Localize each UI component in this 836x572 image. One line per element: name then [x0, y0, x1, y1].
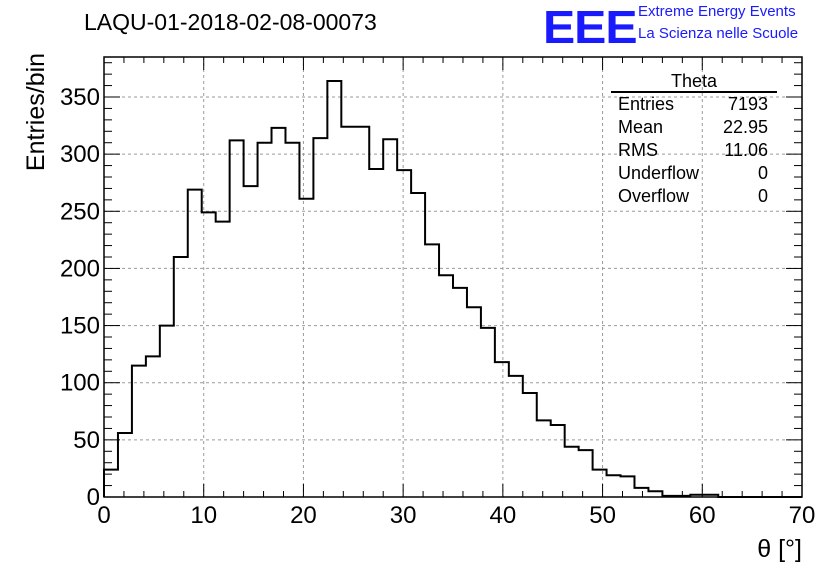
stats-label: RMS — [618, 140, 658, 160]
histogram-outline — [103, 80, 802, 498]
stats-label: Mean — [618, 117, 664, 137]
histogram-bin — [341, 127, 355, 497]
y-tick-label: 100 — [60, 370, 100, 397]
x-tick-label: 20 — [290, 502, 317, 529]
x-axis-label: θ [°] — [757, 535, 802, 563]
histogram-bin — [369, 169, 383, 497]
histogram-bin — [272, 128, 286, 497]
histogram-bin — [313, 138, 327, 497]
histogram-bin — [327, 81, 341, 497]
stats-row-entries: Entries 7193 — [611, 93, 777, 116]
x-tick-label: 10 — [190, 502, 217, 529]
histogram-bin — [593, 470, 607, 497]
logo-line-1: Extreme Energy Events — [638, 3, 796, 20]
histogram-bin — [216, 222, 230, 497]
plot-frame — [103, 56, 803, 498]
y-tick-label: 300 — [60, 141, 100, 168]
histogram-bin — [439, 275, 453, 497]
histogram-bin — [397, 170, 411, 497]
histogram-bin — [411, 193, 425, 497]
histogram-bin — [258, 143, 272, 497]
stats-row-rms: RMS 11.06 — [611, 139, 777, 162]
stats-value: 7193 — [727, 94, 768, 114]
x-tick-label: 70 — [789, 502, 816, 529]
y-tick-label: 250 — [60, 198, 100, 225]
y-tick-label: 50 — [73, 427, 100, 454]
stats-label: Overflow — [618, 186, 690, 206]
y-tick-label: 0 — [87, 484, 100, 511]
histogram-bin — [453, 288, 467, 497]
y-tick-label: 150 — [60, 313, 100, 340]
stats-label: Underflow — [618, 163, 700, 183]
y-tick-label: 350 — [60, 84, 100, 111]
x-tick-label: 50 — [589, 502, 616, 529]
histogram-bin — [132, 366, 146, 497]
y-tick-label: 200 — [60, 255, 100, 282]
stats-value: 0 — [757, 186, 768, 206]
histogram-bin — [285, 143, 299, 497]
histogram-bin — [174, 257, 188, 497]
logo-line-2: La Scienza nelle Scuole — [638, 25, 799, 42]
histogram-bin — [244, 186, 258, 497]
histogram-bin — [579, 450, 593, 497]
histogram-bin — [188, 190, 202, 497]
stats-value: 22.95 — [722, 117, 768, 137]
chart-title: LAQU-01-2018-02-08-00073 — [84, 9, 377, 35]
histogram-bin — [299, 199, 313, 497]
stats-row-underflow: Underflow 0 — [611, 162, 777, 185]
x-tick-label: 40 — [490, 502, 517, 529]
histogram-bin — [467, 307, 481, 497]
histogram-bin — [551, 425, 565, 497]
histogram-bin — [425, 244, 439, 497]
histogram-bin — [355, 127, 369, 497]
histogram-bin — [383, 139, 397, 497]
stats-value: 0 — [757, 163, 768, 183]
y-axis-label: Entries/bin — [22, 52, 50, 172]
histogram-bin — [565, 447, 579, 497]
histogram-bin — [481, 328, 495, 497]
x-tick-label: 0 — [97, 502, 110, 529]
histogram-bin — [523, 393, 537, 497]
stats-box: Theta Entries 7193 Mean 22.95 RMS 11.06 … — [611, 72, 777, 208]
stats-label: Entries — [618, 94, 675, 114]
stats-row-mean: Mean 22.95 — [611, 116, 777, 139]
histogram-bin — [634, 488, 648, 497]
histogram-bin — [160, 326, 174, 497]
histogram-bin — [537, 420, 551, 497]
histogram-bin — [118, 433, 132, 497]
histogram-bin — [146, 356, 160, 497]
stats-value: 11.06 — [724, 140, 768, 160]
x-tick-label: 60 — [689, 502, 716, 529]
stats-box-title: Theta — [611, 72, 777, 93]
histogram-bin — [509, 376, 523, 497]
eee-logo: EEE — [543, 1, 638, 53]
x-tick-label: 30 — [390, 502, 417, 529]
histogram-bin — [230, 140, 244, 497]
stats-row-overflow: Overflow 0 — [611, 185, 777, 208]
histogram-bin — [607, 475, 621, 497]
